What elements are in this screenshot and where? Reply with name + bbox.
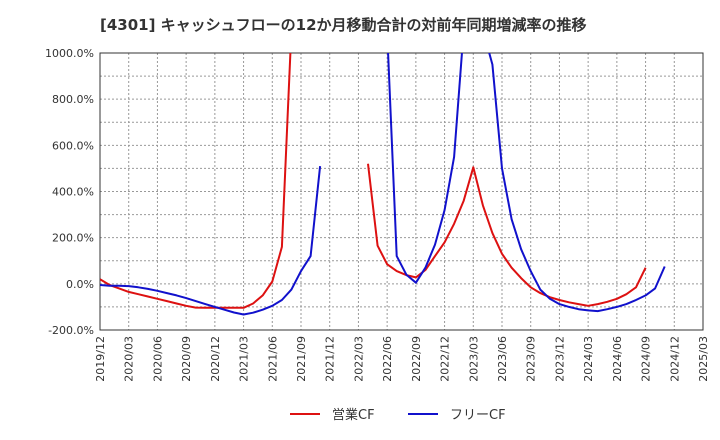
x-tick-label: 2024/06 xyxy=(611,336,624,382)
x-axis-ticks: 2019/12 2020/03 2020/06 2020/09 2020/12 2021/… xyxy=(94,336,710,382)
x-tick-label: 2023/03 xyxy=(467,336,480,382)
x-tick-label: 2022/12 xyxy=(439,336,452,382)
legend-label-2: フリーCF xyxy=(450,408,506,423)
x-tick-label: 2020/09 xyxy=(180,336,193,382)
x-tick-label: 2022/03 xyxy=(352,336,365,382)
x-tick-label: 2022/06 xyxy=(381,336,394,382)
series-lines xyxy=(100,53,666,316)
x-tick-label: 2025/03 xyxy=(697,336,710,382)
legend: 営業CF フリーCF xyxy=(290,407,506,423)
y-tick-label: 200.0% xyxy=(52,232,94,245)
y-axis-ticks: 1000.0% 800.0% 600.0% 400.0% 200.0% 0.0% -200.… xyxy=(45,47,94,337)
x-tick-label: 2023/06 xyxy=(496,336,509,382)
x-tick-label: 2020/06 xyxy=(151,336,164,382)
legend-label-1: 営業CF xyxy=(332,407,375,423)
y-tick-label: 600.0% xyxy=(52,139,94,152)
x-tick-label: 2024/03 xyxy=(582,336,595,382)
x-tick-label: 2021/03 xyxy=(238,336,251,382)
x-tick-label: 2023/12 xyxy=(553,336,566,382)
series-line-1 xyxy=(100,53,647,309)
x-tick-label: 2021/06 xyxy=(266,336,279,382)
x-tick-label: 2020/12 xyxy=(209,336,222,382)
grid-lines xyxy=(100,53,703,330)
y-tick-label: 400.0% xyxy=(52,186,94,199)
x-tick-label: 2024/12 xyxy=(668,336,681,382)
series-line-2 xyxy=(100,53,666,316)
y-tick-label: 1000.0% xyxy=(45,47,94,60)
x-tick-label: 2023/09 xyxy=(525,336,538,382)
y-tick-label: 0.0% xyxy=(66,278,94,291)
x-tick-label: 2021/12 xyxy=(324,336,337,382)
x-tick-label: 2019/12 xyxy=(94,336,107,382)
x-tick-label: 2020/03 xyxy=(123,336,136,382)
x-tick-label: 2022/09 xyxy=(410,336,423,382)
plot-area-frame xyxy=(99,52,704,331)
chart-title: [4301] キャッシュフローの12か月移動合計の対前年同期増減率の推移 xyxy=(100,16,587,34)
y-tick-label: 800.0% xyxy=(52,93,94,106)
x-tick-label: 2021/09 xyxy=(295,336,308,382)
x-tick-label: 2024/09 xyxy=(640,336,653,382)
y-tick-label: -200.0% xyxy=(48,324,94,337)
